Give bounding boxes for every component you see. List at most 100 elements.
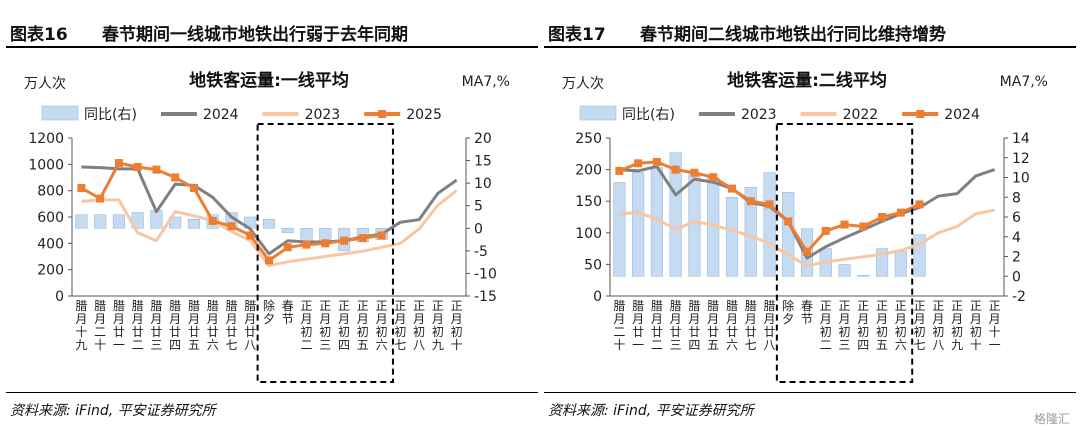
x-tick-char: 廿 xyxy=(707,325,719,339)
y-left-tick-label: 600 xyxy=(37,210,64,226)
series-marker-2024 xyxy=(615,166,624,175)
x-tick-char: 二 xyxy=(651,338,663,352)
x-tick-char: 一 xyxy=(989,338,1001,352)
x-tick-char: 月 xyxy=(839,312,851,326)
x-tick-char: 一 xyxy=(113,338,125,352)
y-left-tick-label: 200 xyxy=(575,163,602,179)
x-tick-char: 二 xyxy=(820,338,832,352)
y-right-tick-label: 8 xyxy=(1012,190,1021,206)
x-tick-char: 初 xyxy=(970,325,982,339)
x-tick-label: 腊月廿五 xyxy=(188,299,200,352)
x-tick-char: 初 xyxy=(820,325,832,339)
series-marker-2025 xyxy=(133,162,142,171)
x-tick-char: 初 xyxy=(914,325,926,339)
series-marker-2025 xyxy=(96,194,105,203)
x-tick-char: 月 xyxy=(820,312,832,326)
x-tick-char: 初 xyxy=(376,325,388,339)
figure-number: 图表17 xyxy=(548,25,606,45)
series-line-2023 xyxy=(619,164,996,260)
bar-yoy xyxy=(669,152,682,277)
x-tick-char: 腊 xyxy=(225,299,237,313)
figure-header: 图表16 春节期间一线城市地铁出行弱于去年同期 xyxy=(6,14,538,48)
x-tick-char: 正 xyxy=(857,299,869,313)
y-right-tick-label: 5 xyxy=(474,199,483,215)
x-tick-char: 五 xyxy=(876,338,888,352)
x-tick-char: 腊 xyxy=(188,299,200,313)
y-left-tick-label: 1200 xyxy=(28,131,64,147)
figure-16-panel: 图表16 春节期间一线城市地铁出行弱于去年同期 万人次 地铁客运量:一线平均 MA7… xyxy=(6,0,538,433)
x-tick-label: 腊月廿二 xyxy=(651,299,663,352)
x-tick-char: 月 xyxy=(670,312,682,326)
x-tick-char: 初 xyxy=(413,325,425,339)
legend-label: 2022 xyxy=(843,107,879,123)
x-tick-char: 腊 xyxy=(94,299,106,313)
x-tick-char: 正 xyxy=(970,299,982,313)
x-tick-char: 月 xyxy=(763,312,775,326)
y-right-tick-label: -15 xyxy=(474,289,497,305)
x-tick-char: 腊 xyxy=(707,299,719,313)
x-tick-char: 初 xyxy=(857,325,869,339)
series-marker-2024 xyxy=(859,222,868,231)
x-tick-label: 春节 xyxy=(282,299,294,326)
bar-yoy xyxy=(632,172,645,277)
x-tick-char: 腊 xyxy=(670,299,682,313)
x-tick-char: 九 xyxy=(75,338,87,352)
x-tick-char: 初 xyxy=(432,325,444,339)
x-tick-char: 八 xyxy=(763,338,775,352)
x-tick-label: 腊月廿一 xyxy=(632,299,644,352)
x-tick-char: 八 xyxy=(932,338,944,352)
bar-yoy xyxy=(782,192,795,277)
figure-17-panel: 图表17 春节期间二线城市地铁出行同比维持增势 万人次 地铁客运量:二线平均 MA7… xyxy=(544,0,1076,433)
x-tick-label: 腊月二十 xyxy=(94,299,106,352)
x-tick-char: 四 xyxy=(169,338,181,352)
bar-yoy xyxy=(187,219,201,229)
x-tick-char: 腊 xyxy=(613,299,625,313)
y-left-tick-label: 800 xyxy=(37,184,64,200)
x-tick-char: 除 xyxy=(782,298,794,313)
legend-swatch-bar xyxy=(579,105,617,121)
x-tick-char: 月 xyxy=(951,312,963,326)
x-tick-label: 正月初四 xyxy=(338,299,350,352)
x-tick-char: 腊 xyxy=(169,299,181,313)
series-marker-2024 xyxy=(634,159,643,168)
x-tick-char: 腊 xyxy=(632,299,644,313)
x-tick-label: 腊月廿二 xyxy=(132,299,144,352)
x-tick-char: 月 xyxy=(707,312,719,326)
series-marker-2024 xyxy=(896,208,905,217)
source-note: 资料来源: iFind, 平安证券研究所 xyxy=(10,403,216,419)
x-tick-char: 月 xyxy=(225,312,237,326)
x-tick-char: 三 xyxy=(839,338,851,352)
x-tick-char: 月 xyxy=(932,312,944,326)
x-tick-char: 十 xyxy=(613,338,625,352)
x-tick-char: 月 xyxy=(169,312,181,326)
series-marker-2025 xyxy=(265,256,273,265)
bar-yoy xyxy=(913,234,926,277)
x-tick-char: 九 xyxy=(951,338,963,352)
x-tick-char: 月 xyxy=(970,312,982,326)
series-marker-2025 xyxy=(340,236,349,245)
x-tick-label: 正月初六 xyxy=(895,299,907,352)
x-tick-label: 腊月二十 xyxy=(613,299,625,352)
legend-label: 2023 xyxy=(305,107,341,123)
x-tick-char: 六 xyxy=(726,338,738,352)
x-tick-char: 廿 xyxy=(745,325,757,339)
x-tick-char: 月 xyxy=(357,312,369,326)
x-tick-label: 腊月廿八 xyxy=(763,299,775,352)
x-tick-char: 正 xyxy=(820,299,832,313)
x-tick-label: 正月十一 xyxy=(989,299,1001,352)
x-tick-char: 腊 xyxy=(75,299,87,313)
chart-title: 地铁客运量:二线平均 xyxy=(727,70,887,91)
source-note: 资料来源: iFind, 平安证券研究所 xyxy=(548,403,754,419)
x-tick-char: 月 xyxy=(150,312,162,326)
x-tick-char: 春 xyxy=(282,299,294,313)
x-tick-label: 正月初九 xyxy=(951,299,963,352)
x-tick-char: 五 xyxy=(357,338,369,352)
x-tick-char: 月 xyxy=(726,312,738,326)
y-left-unit: 万人次 xyxy=(24,76,66,92)
x-tick-char: 廿 xyxy=(726,325,738,339)
x-tick-char: 正 xyxy=(376,299,388,313)
series-marker-2024 xyxy=(840,220,849,229)
x-tick-char: 九 xyxy=(432,338,444,352)
y-right-tick-label: 6 xyxy=(1012,210,1021,226)
x-tick-label: 腊月廿一 xyxy=(113,299,125,352)
